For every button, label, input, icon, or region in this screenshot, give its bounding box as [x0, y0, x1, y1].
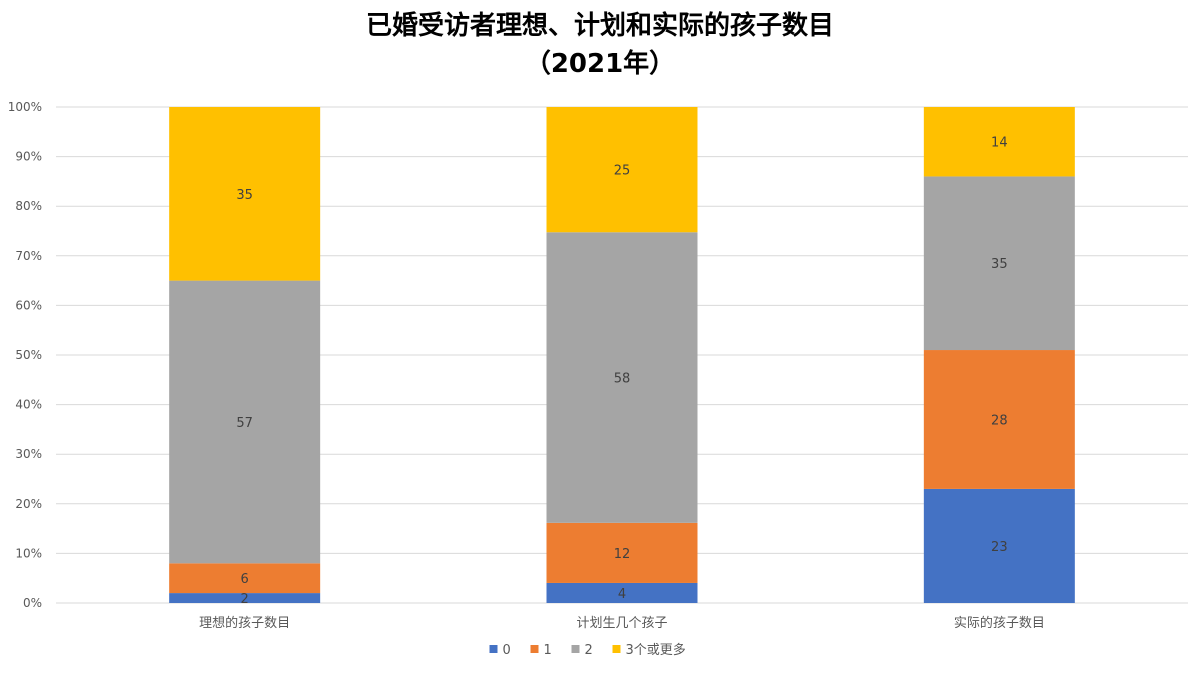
legend-swatch [489, 645, 498, 653]
legend-label: 3个或更多 [626, 642, 686, 658]
x-category-label: 计划生几个孩子 [576, 616, 667, 631]
data-label: 6 [241, 572, 249, 587]
y-tick-label: 70% [15, 249, 42, 263]
data-label: 14 [991, 136, 1008, 151]
data-label: 4 [618, 587, 626, 602]
legend-label: 0 [503, 643, 511, 658]
chart-subtitle: （2021年） [525, 48, 675, 79]
x-category-label: 理想的孩子数目 [199, 615, 290, 631]
legend: 0 1 2 3个或更多 [489, 642, 686, 658]
data-label: 58 [614, 372, 631, 387]
bar-segment [546, 582, 698, 603]
bar-segment [169, 107, 321, 281]
bar-segment [923, 176, 1075, 351]
chart-title: 已婚受访者理想、计划和实际的孩子数目 [366, 10, 834, 41]
legend-swatch [612, 645, 621, 653]
y-tick-label: 50% [15, 348, 42, 362]
data-label: 12 [614, 547, 631, 562]
data-label: 35 [236, 188, 253, 203]
data-label: 25 [614, 164, 631, 179]
bar-segment [169, 280, 321, 564]
bar-segment [546, 232, 698, 523]
data-label: 2 [241, 592, 249, 607]
legend-swatch [530, 645, 539, 653]
x-category-label: 实际的孩子数目 [954, 615, 1045, 631]
data-label: 35 [991, 257, 1008, 272]
legend-label: 1 [544, 643, 552, 658]
bar-segment [923, 350, 1075, 489]
y-tick-label: 10% [15, 546, 42, 560]
y-tick-label: 90% [15, 150, 42, 164]
legend-swatch [571, 645, 580, 653]
y-tick-label: 0% [23, 596, 42, 610]
bar-segment [169, 593, 321, 603]
bar-segment [923, 488, 1075, 603]
y-tick-label: 80% [15, 199, 42, 213]
bar-segment [546, 107, 698, 233]
bar-segment [546, 522, 698, 583]
y-tick-label: 30% [15, 447, 42, 461]
y-tick-label: 20% [15, 497, 42, 511]
bars [169, 107, 1075, 603]
y-tick-label: 40% [15, 398, 42, 412]
y-tick-label: 100% [8, 100, 42, 114]
bar-segment [169, 563, 321, 594]
x-axis-category-labels: 理想的孩子数目 计划生几个孩子 实际的孩子数目 [199, 615, 1045, 631]
y-tick-label: 60% [15, 298, 42, 312]
bar-segment [923, 107, 1075, 177]
data-label: 57 [236, 416, 253, 431]
data-labels: 2 6 57 35 4 12 58 25 23 28 35 14 [236, 136, 1007, 607]
data-label: 23 [991, 540, 1008, 555]
y-axis-tick-labels: 0% 10% 20% 30% 40% 50% 60% 70% 80% 90% 100% [8, 100, 42, 610]
data-label: 28 [991, 413, 1008, 428]
legend-label: 2 [585, 643, 593, 658]
